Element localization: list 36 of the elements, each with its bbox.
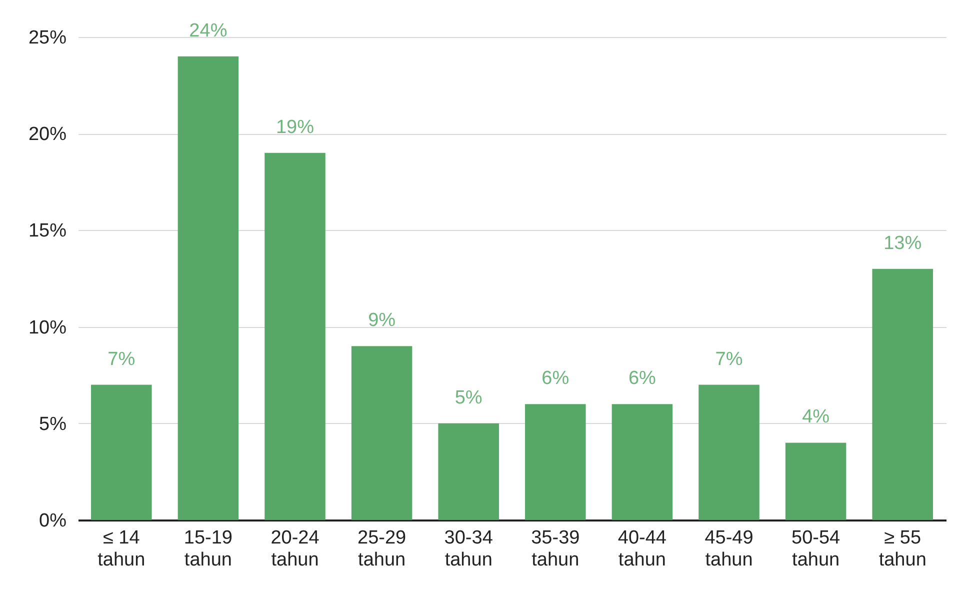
data-label: 6% bbox=[542, 368, 570, 390]
y-tick-label: 15% bbox=[28, 220, 67, 242]
y-tick-label: 10% bbox=[28, 317, 67, 338]
x-tick-label: ≤ 14 tahun bbox=[98, 528, 146, 570]
x-tick-label: 35-39 tahun bbox=[531, 528, 580, 570]
x-tick-label: 40-44 tahun bbox=[618, 528, 667, 570]
data-label: 7% bbox=[715, 348, 743, 370]
bar bbox=[525, 404, 586, 520]
x-tick-label: 25-29 tahun bbox=[357, 528, 406, 570]
bar bbox=[438, 423, 499, 520]
data-label: 13% bbox=[884, 232, 922, 254]
x-tick-label: 15-19 tahun bbox=[184, 528, 233, 570]
data-label: 6% bbox=[628, 368, 656, 390]
data-label: 4% bbox=[802, 406, 830, 428]
x-tick-label: 50-54 tahun bbox=[791, 528, 841, 570]
bar bbox=[264, 152, 326, 520]
bar bbox=[612, 404, 673, 520]
data-label: 5% bbox=[454, 387, 482, 408]
x-tick-label: 45-49 tahun bbox=[704, 528, 754, 570]
bar bbox=[351, 346, 412, 520]
bar bbox=[698, 384, 760, 520]
data-label: 7% bbox=[108, 348, 136, 370]
bar bbox=[785, 442, 846, 520]
y-tick-label: 20% bbox=[28, 124, 67, 146]
bar bbox=[91, 384, 152, 520]
y-tick-label: 25% bbox=[28, 28, 67, 48]
bar bbox=[178, 56, 239, 520]
data-label: 19% bbox=[276, 116, 314, 138]
data-label: 9% bbox=[368, 310, 396, 332]
y-tick-label: 5% bbox=[39, 414, 67, 435]
bar bbox=[872, 268, 933, 520]
y-tick-label: 0% bbox=[39, 510, 67, 532]
x-tick-label: 30-34 tahun bbox=[444, 528, 494, 570]
x-tick-label: ≥ 55 tahun bbox=[878, 528, 926, 570]
x-tick-label: 20-24 tahun bbox=[270, 528, 320, 570]
data-label: 24% bbox=[189, 20, 228, 42]
